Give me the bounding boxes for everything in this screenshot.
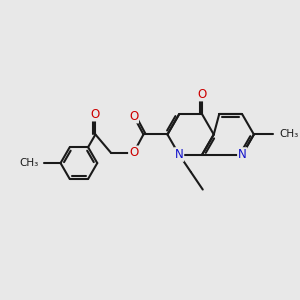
Text: CH₃: CH₃ bbox=[279, 130, 298, 140]
Text: N: N bbox=[175, 148, 183, 161]
Text: CH₃: CH₃ bbox=[20, 158, 39, 168]
Text: O: O bbox=[198, 88, 207, 100]
Text: O: O bbox=[91, 108, 100, 121]
Text: O: O bbox=[129, 146, 138, 159]
Text: N: N bbox=[238, 148, 247, 161]
Text: O: O bbox=[129, 110, 138, 123]
